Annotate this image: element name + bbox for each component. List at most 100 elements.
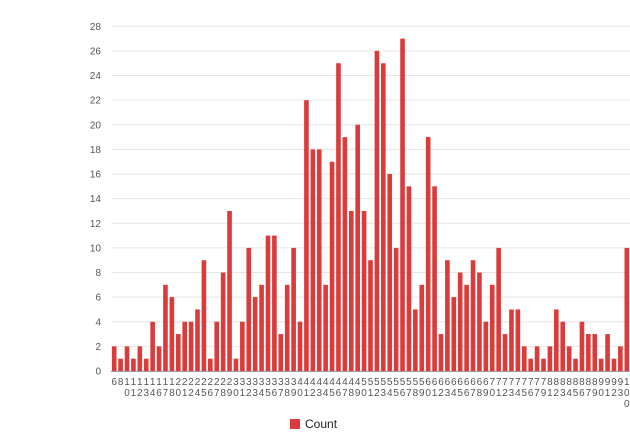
bar	[150, 321, 155, 371]
bar	[618, 346, 623, 371]
y-tick-label: 10	[90, 243, 102, 254]
bar	[413, 309, 418, 371]
y-tick-label: 0	[95, 367, 101, 378]
bar	[438, 334, 444, 371]
bar	[278, 334, 284, 371]
bar	[182, 321, 187, 371]
bar	[515, 309, 521, 371]
bar	[348, 210, 354, 371]
bar	[592, 334, 598, 371]
bar	[118, 358, 123, 371]
y-tick-label: 6	[95, 293, 101, 304]
bar	[598, 358, 604, 371]
bar	[304, 100, 309, 371]
bar	[445, 260, 450, 371]
bar	[464, 284, 469, 371]
bar	[124, 346, 130, 371]
bar	[227, 210, 232, 371]
bar	[163, 284, 168, 371]
bar	[566, 346, 572, 371]
bar	[220, 272, 226, 371]
y-tick-label: 28	[90, 22, 102, 33]
y-tick-label: 22	[90, 96, 102, 107]
bar	[477, 272, 482, 371]
y-tick-label: 4	[95, 317, 101, 328]
y-tick-label: 12	[90, 219, 102, 230]
bar	[470, 260, 476, 371]
bar	[323, 284, 328, 371]
bar	[201, 260, 207, 371]
bar	[336, 63, 341, 371]
bar	[611, 358, 617, 371]
bar	[137, 346, 143, 371]
bar	[521, 346, 527, 371]
bar	[297, 321, 303, 371]
y-tick-label: 20	[90, 120, 102, 131]
bar	[547, 346, 553, 371]
bar	[361, 210, 367, 371]
bar	[451, 297, 457, 371]
y-tick-label: 18	[90, 145, 102, 156]
bar	[528, 358, 533, 371]
x-tick-label: 8	[118, 377, 124, 388]
bar	[489, 284, 495, 371]
bar	[246, 247, 252, 371]
legend-swatch	[290, 419, 300, 429]
bar	[502, 334, 508, 371]
bar	[483, 321, 489, 371]
bar	[284, 284, 290, 371]
bar	[329, 161, 335, 371]
bar	[265, 235, 271, 371]
bar	[605, 334, 610, 371]
bar	[175, 334, 181, 371]
